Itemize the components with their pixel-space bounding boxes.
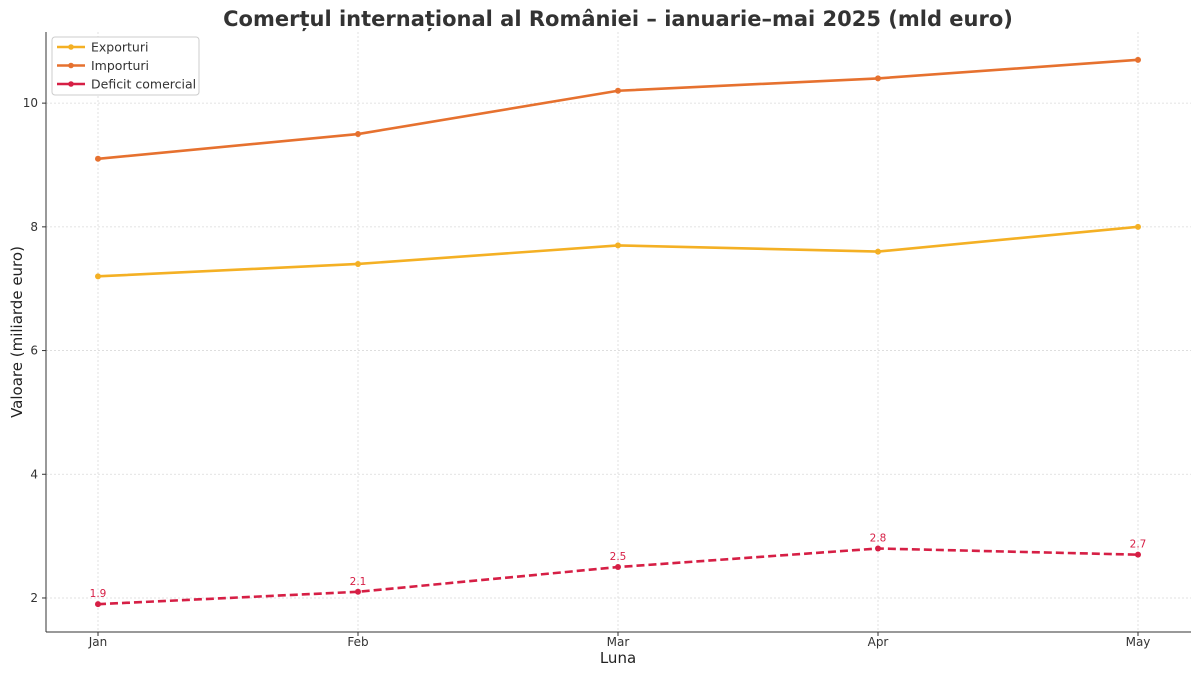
data-point bbox=[1135, 56, 1141, 63]
y-tick-label: 4 bbox=[30, 467, 38, 481]
y-tick-label: 10 bbox=[23, 96, 38, 110]
y-tick-label: 6 bbox=[30, 344, 38, 358]
legend-marker bbox=[68, 81, 74, 87]
data-label: 1.9 bbox=[90, 588, 107, 600]
y-tick-label: 2 bbox=[30, 591, 38, 605]
ticks: 2 4 6 8 10 Jan Feb Mar Apr May bbox=[23, 96, 1151, 649]
data-point bbox=[1135, 223, 1141, 230]
data-point bbox=[615, 242, 621, 249]
legend-marker bbox=[68, 62, 74, 69]
series bbox=[95, 56, 1141, 608]
data-point bbox=[355, 588, 361, 595]
legend-label: Exporturi bbox=[91, 40, 148, 55]
data-point bbox=[95, 273, 101, 280]
data-point bbox=[875, 75, 881, 82]
data-point bbox=[1135, 551, 1141, 558]
chart-title: Comerțul internațional al României – ian… bbox=[223, 7, 1013, 32]
data-label: 2.5 bbox=[610, 551, 627, 563]
x-tick-label: Feb bbox=[347, 635, 368, 649]
x-tick-label: Apr bbox=[868, 635, 889, 649]
legend-box bbox=[51, 36, 200, 96]
legend-label: Deficit comercial bbox=[91, 77, 196, 92]
data-labels: 1.9 2.1 2.5 2.8 2.7 bbox=[90, 532, 1147, 600]
x-tick-label: May bbox=[1126, 635, 1151, 649]
axes bbox=[45, 32, 1191, 633]
data-point bbox=[875, 248, 881, 255]
data-point bbox=[95, 155, 101, 162]
legend: Exporturi Importuri Deficit comercial bbox=[51, 36, 200, 96]
data-label: 2.8 bbox=[870, 532, 887, 544]
data-point bbox=[875, 545, 881, 552]
grid bbox=[46, 32, 1191, 632]
y-axis-label: Valoare (miliarde euro) bbox=[8, 246, 26, 418]
data-point bbox=[615, 87, 621, 94]
x-tick-label: Jan bbox=[88, 635, 108, 649]
data-point bbox=[615, 564, 621, 571]
x-tick-label: Mar bbox=[607, 635, 630, 649]
data-point bbox=[95, 601, 101, 608]
y-tick-label: 8 bbox=[30, 220, 38, 234]
legend-label: Importuri bbox=[91, 58, 149, 73]
legend-marker bbox=[68, 44, 74, 50]
data-point bbox=[355, 260, 361, 267]
data-label: 2.7 bbox=[1130, 539, 1147, 551]
x-axis-label: Luna bbox=[600, 649, 636, 667]
data-point bbox=[355, 131, 361, 138]
data-label: 2.1 bbox=[350, 576, 367, 588]
